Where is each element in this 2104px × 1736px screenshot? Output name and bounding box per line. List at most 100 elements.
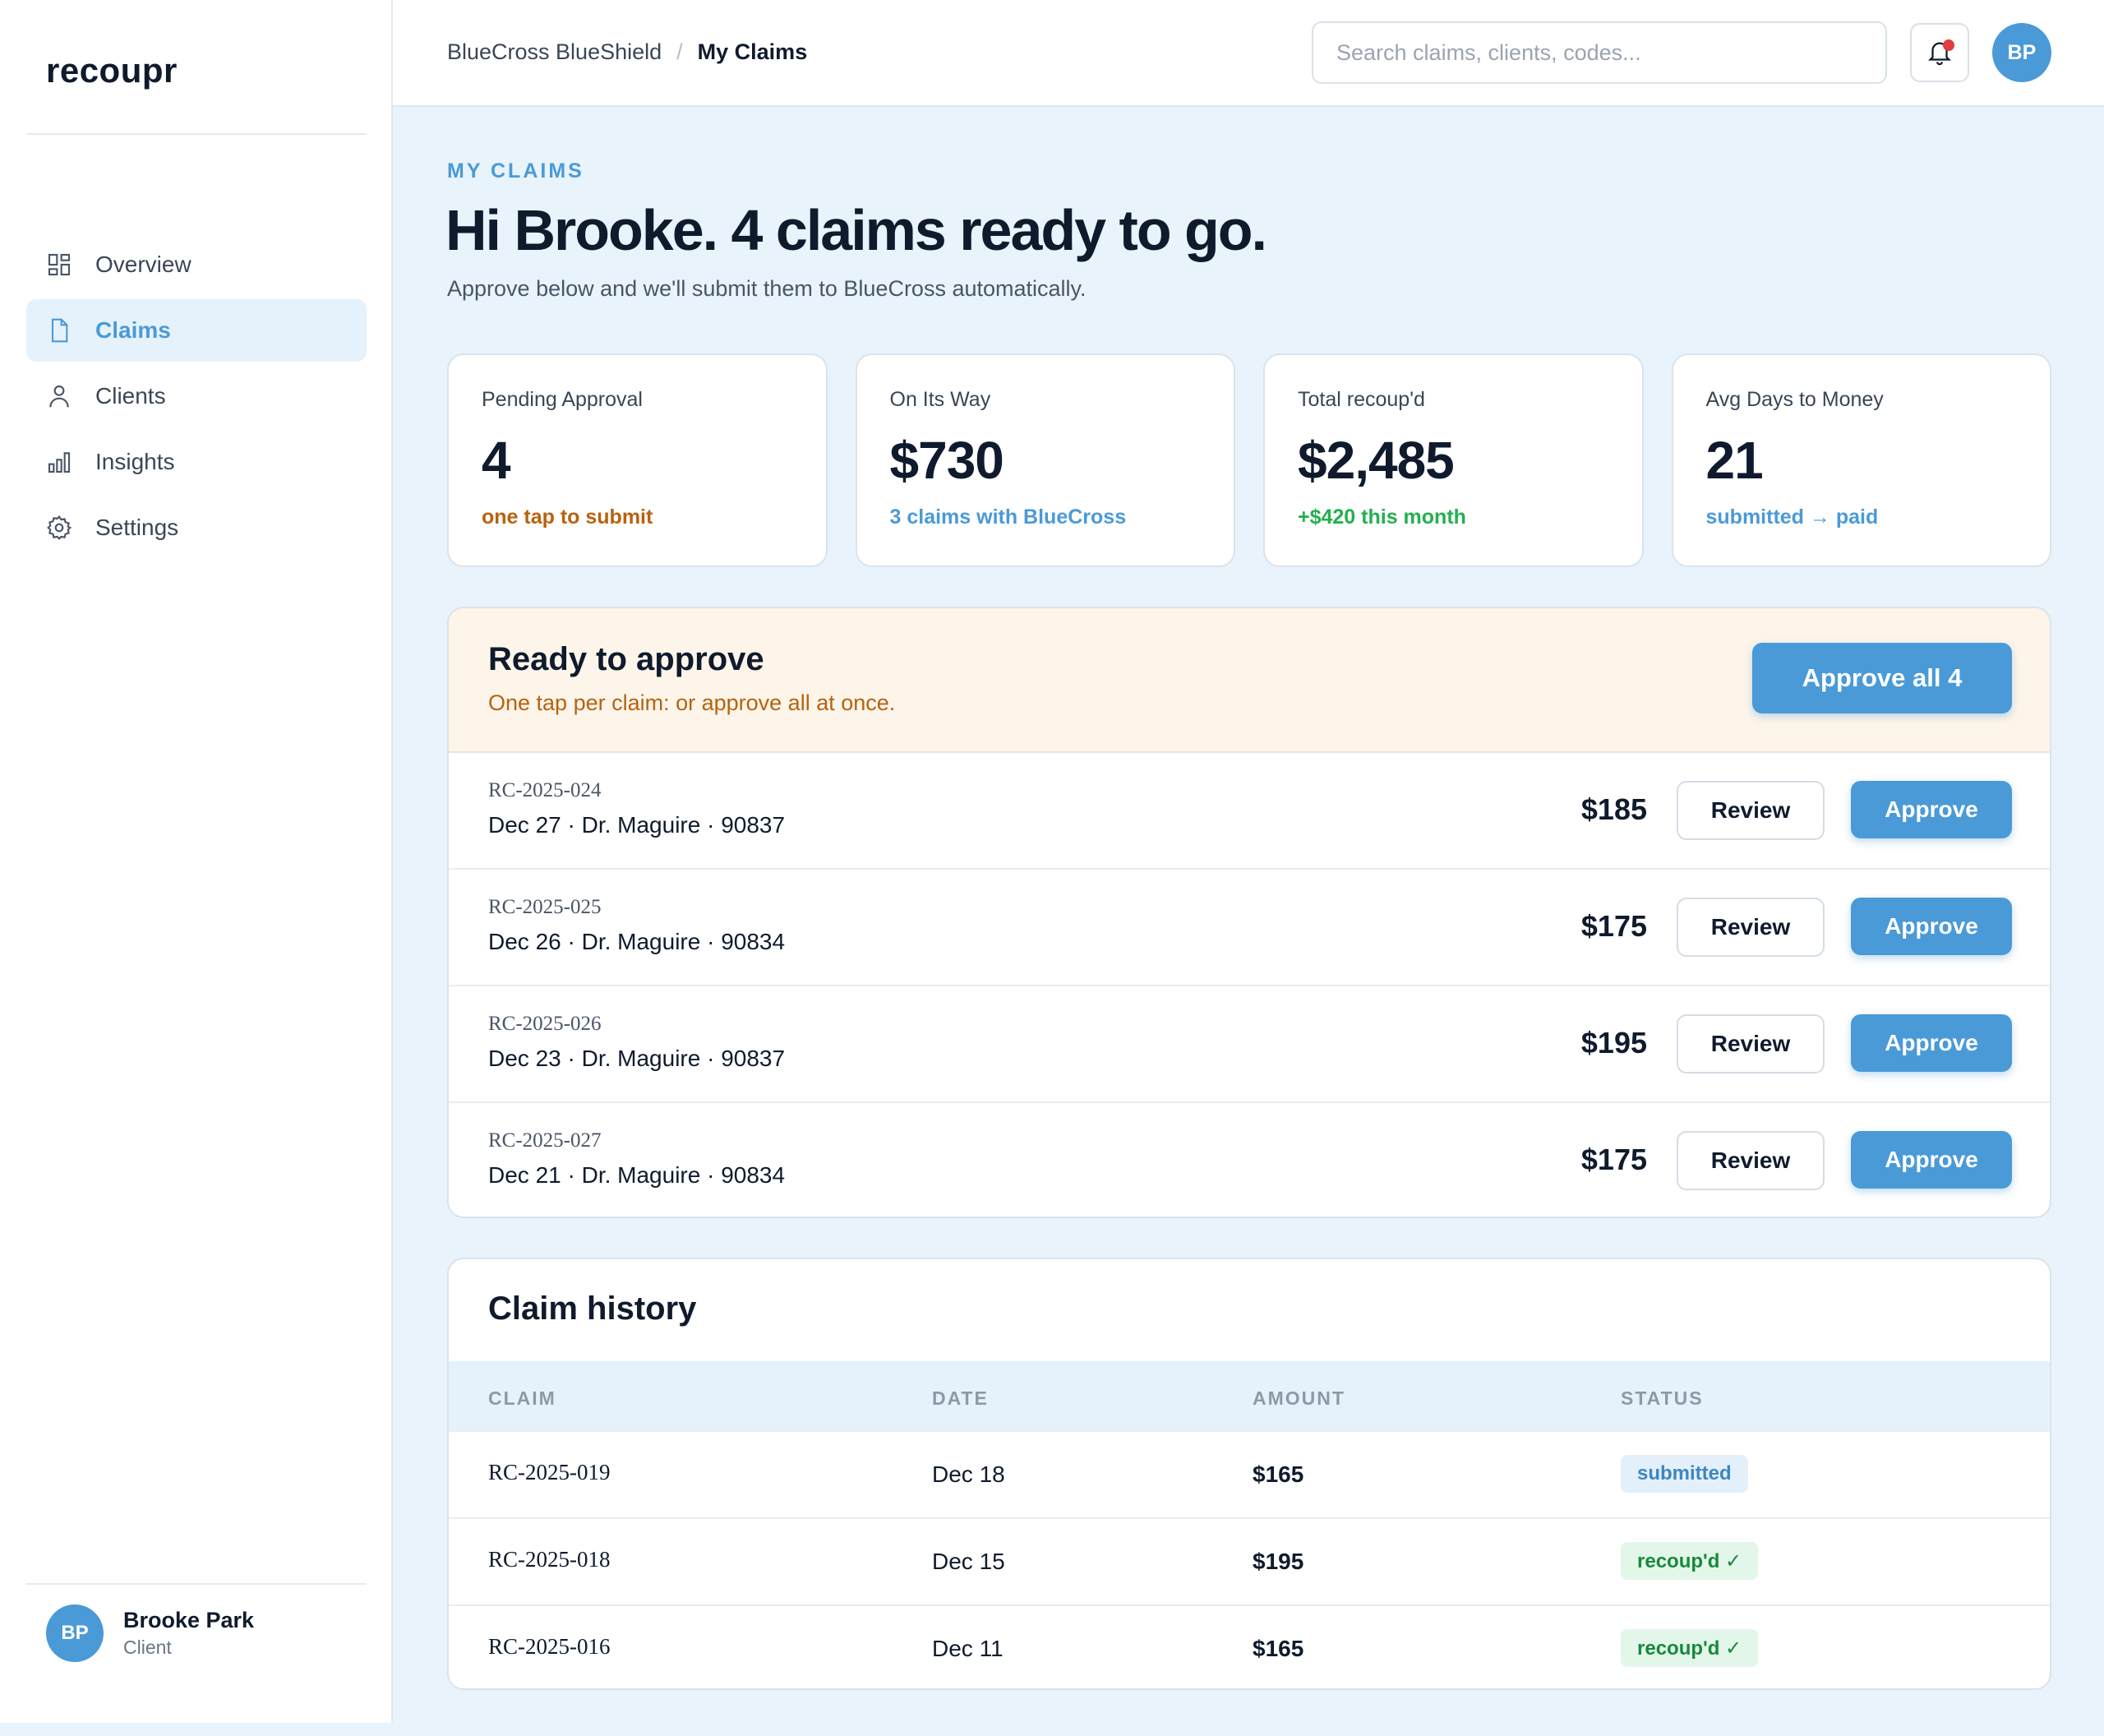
ready-title: Ready to approve	[488, 641, 764, 677]
breadcrumb-parent[interactable]: BlueCross BlueShield	[447, 39, 662, 64]
bar-chart-icon	[48, 452, 71, 473]
claim-meta: Dec 21 · Dr. Maguire · 90834	[488, 1162, 786, 1188]
list-item: RC-2025-026 Dec 23 · Dr. Maguire · 90837…	[449, 986, 2050, 1103]
claim-id: RC-2025-019	[488, 1460, 611, 1484]
stat-value: 21	[1705, 431, 1764, 490]
list-item: RC-2025-024 Dec 27 · Dr. Maguire · 90837…	[449, 753, 2050, 870]
claim-id: RC-2025-016	[488, 1634, 611, 1659]
claim-meta: Dec 26 · Dr. Maguire · 90834	[488, 929, 786, 954]
search-input[interactable]	[1312, 21, 1887, 84]
claim-date: Dec 11	[932, 1636, 1004, 1661]
sidebar: recoupr Overview Claims Clients Insights	[0, 0, 393, 1723]
sidebar-item-label: Insights	[95, 449, 175, 474]
list-item: RC-2025-027 Dec 21 · Dr. Maguire · 90834…	[449, 1103, 2050, 1217]
claim-amount: $175	[1580, 909, 1647, 943]
notifications-button[interactable]	[1910, 23, 1969, 82]
claim-date: Dec 15	[932, 1549, 1005, 1574]
claim-meta: Dec 23 · Dr. Maguire · 90837	[488, 1046, 786, 1071]
document-icon	[51, 318, 68, 343]
sidebar-divider	[26, 1583, 367, 1585]
stat-note: +$420 this month	[1298, 506, 1466, 529]
column-header-claim[interactable]: CLAIM	[488, 1387, 556, 1409]
breadcrumb-current: My Claims	[697, 39, 808, 64]
user-role: Client	[123, 1637, 172, 1658]
user-profile[interactable]: BP Brooke Park Client	[46, 1604, 254, 1662]
table-row[interactable]: RC-2025-016 Dec 11 $165 recoup'd ✓	[449, 1604, 2050, 1688]
claim-meta: Dec 27 · Dr. Maguire · 90837	[488, 812, 786, 838]
stat-card-pending: Pending Approval 4 one tap to submit	[447, 353, 828, 567]
review-button[interactable]: Review	[1677, 781, 1825, 840]
stat-value: $730	[889, 431, 1004, 490]
approve-button[interactable]: Approve	[1851, 898, 2012, 955]
history-title: Claim history	[488, 1290, 697, 1327]
stat-note: submitted → paid	[1705, 506, 1879, 529]
claim-amount: $185	[1580, 792, 1647, 826]
review-button[interactable]: Review	[1677, 898, 1825, 957]
column-header-date[interactable]: DATE	[932, 1387, 989, 1409]
table-row[interactable]: RC-2025-018 Dec 15 $195 recoup'd ✓	[449, 1517, 2050, 1604]
stat-cards: Pending Approval 4 one tap to submit On …	[447, 353, 2051, 567]
review-button[interactable]: Review	[1677, 1014, 1825, 1073]
claim-id: RC-2025-027	[488, 1129, 602, 1152]
approve-button[interactable]: Approve	[1851, 1131, 2012, 1189]
sidebar-item-claims[interactable]: Claims	[26, 299, 367, 362]
stat-label: Avg Days to Money	[1705, 388, 1884, 411]
claim-date: Dec 18	[932, 1461, 1005, 1487]
table-header: CLAIM DATE AMOUNT STATUS	[449, 1361, 2050, 1430]
stat-label: Pending Approval	[482, 388, 643, 411]
column-header-status[interactable]: STATUS	[1621, 1387, 1704, 1409]
top-bar: BlueCross BlueShield / My Claims BP	[393, 0, 2104, 107]
claim-id: RC-2025-018	[488, 1547, 611, 1572]
sidebar-item-label: Clients	[95, 383, 166, 409]
stat-note: one tap to submit	[482, 506, 653, 529]
claim-amount: $165	[1253, 1461, 1304, 1487]
stat-label: Total recoup'd	[1298, 388, 1425, 411]
breadcrumb-separator: /	[676, 39, 683, 64]
claim-amount: $195	[1580, 1026, 1647, 1060]
approve-button[interactable]: Approve	[1851, 1014, 2012, 1072]
avatar: BP	[46, 1604, 104, 1662]
user-name: Brooke Park	[123, 1608, 255, 1632]
stat-card-on-its-way: On Its Way $730 3 claims with BlueCross	[855, 353, 1235, 567]
claim-amount: $195	[1253, 1549, 1304, 1574]
claim-amount: $175	[1580, 1143, 1647, 1176]
bell-icon	[1927, 42, 1952, 66]
approve-all-button[interactable]: Approve all 4	[1752, 643, 2012, 713]
sidebar-item-label: Settings	[95, 515, 179, 540]
sidebar-divider	[26, 133, 367, 135]
gear-icon	[47, 515, 72, 540]
breadcrumb: BlueCross BlueShield / My Claims	[447, 39, 807, 65]
stat-value: $2,485	[1298, 431, 1455, 490]
approve-button[interactable]: Approve	[1851, 781, 2012, 838]
notification-dot	[1943, 39, 1954, 51]
stat-value: 4	[482, 431, 511, 490]
avatar[interactable]: BP	[1992, 23, 2051, 82]
stat-note: 3 claims with BlueCross	[889, 506, 1127, 529]
page-eyebrow: MY CLAIMS	[447, 159, 584, 182]
claim-history-card: Claim history CLAIM DATE AMOUNT STATUS R…	[447, 1258, 2051, 1690]
column-header-amount[interactable]: AMOUNT	[1253, 1387, 1345, 1409]
review-button[interactable]: Review	[1677, 1131, 1825, 1190]
sidebar-item-overview[interactable]: Overview	[26, 233, 367, 296]
claim-id: RC-2025-025	[488, 896, 602, 918]
sidebar-nav: Overview Claims Clients Insights Se	[26, 233, 367, 562]
app-logo[interactable]: recoupr	[46, 51, 178, 90]
table-row[interactable]: RC-2025-019 Dec 18 $165 submitted	[449, 1430, 2050, 1517]
sidebar-item-settings[interactable]: Settings	[26, 496, 367, 559]
claim-amount: $165	[1253, 1636, 1304, 1661]
sidebar-item-label: Claims	[95, 317, 171, 343]
ready-to-approve-card: Ready to approve One tap per claim: or a…	[447, 607, 2051, 1218]
stat-card-total: Total recoup'd $2,485 +$420 this month	[1263, 353, 1644, 567]
sidebar-item-label: Overview	[95, 252, 191, 277]
status-badge: submitted	[1621, 1455, 1748, 1493]
list-item: RC-2025-025 Dec 26 · Dr. Maguire · 90834…	[449, 870, 2050, 986]
person-icon	[49, 385, 69, 408]
page-title: Hi Brooke. 4 claims ready to go.	[445, 198, 1267, 262]
stat-label: On Its Way	[889, 388, 991, 411]
ready-subtitle: One tap per claim: or approve all at onc…	[488, 690, 896, 715]
grid-icon	[48, 253, 71, 276]
status-badge: recoup'd ✓	[1621, 1542, 1759, 1580]
sidebar-item-clients[interactable]: Clients	[26, 365, 367, 427]
sidebar-item-insights[interactable]: Insights	[26, 431, 367, 493]
status-badge: recoup'd ✓	[1621, 1629, 1759, 1667]
